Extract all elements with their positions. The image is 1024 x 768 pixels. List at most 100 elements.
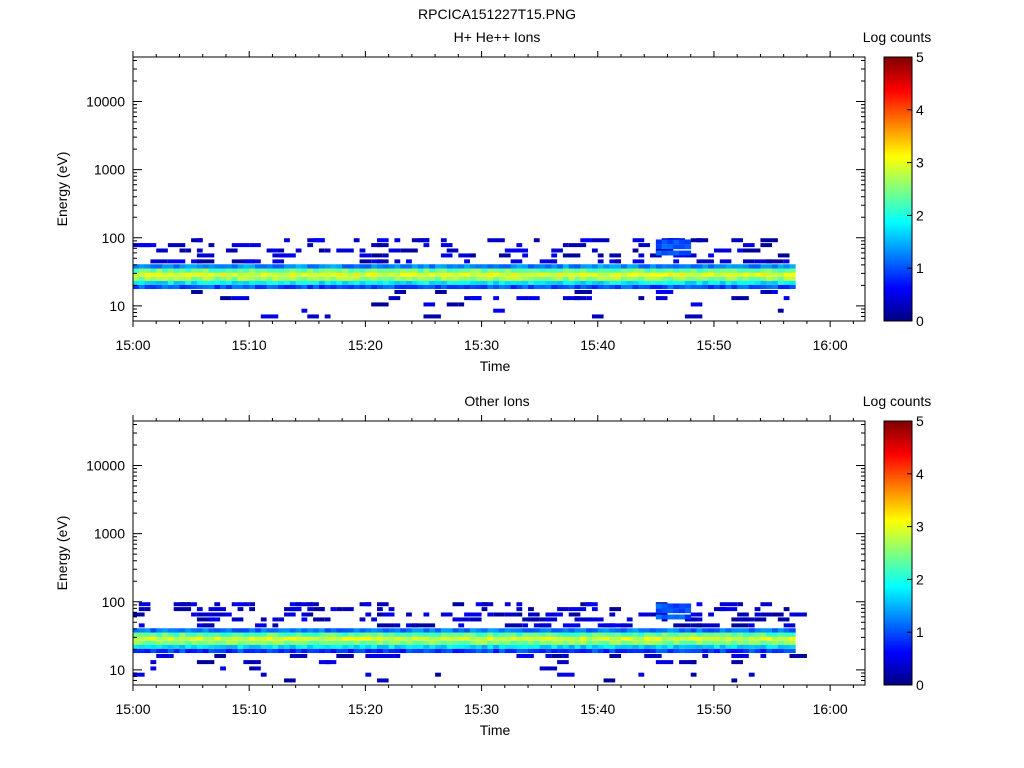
- heatmap-cell: [673, 264, 680, 269]
- colorbar-segment: [884, 129, 912, 133]
- heatmap-cell: [673, 259, 680, 264]
- heatmap-cell: [673, 648, 680, 654]
- heatmap-cell: [626, 632, 634, 637]
- colorbar-segment: [884, 153, 912, 157]
- heatmap-cell: [446, 268, 453, 273]
- heatmap-cell: [423, 264, 430, 269]
- heatmap-cell: [650, 280, 657, 285]
- heatmap-cell: [377, 238, 389, 243]
- heatmap-cell: [731, 636, 738, 641]
- heatmap-cell: [289, 632, 297, 637]
- heatmap-cell: [766, 640, 773, 645]
- colorbar-segment: [884, 586, 912, 589]
- heatmap-cell: [487, 284, 494, 290]
- heatmap-cell: [208, 272, 215, 277]
- heatmap-cell: [661, 608, 668, 614]
- heatmap-cell: [510, 248, 529, 253]
- heatmap-cell: [713, 628, 721, 633]
- heatmap-cell: [539, 259, 558, 264]
- heatmap-cell: [191, 276, 198, 281]
- colorbar-segment: [884, 195, 912, 199]
- heatmap-cell: [353, 648, 360, 654]
- heatmap-cell: [696, 284, 703, 290]
- heatmap-cell: [661, 268, 668, 273]
- heatmap-cell: [702, 636, 709, 641]
- colorbar-segment: [884, 619, 912, 622]
- heatmap-cell: [574, 644, 581, 649]
- heatmap-cell: [522, 264, 529, 269]
- heatmap-cell: [162, 628, 169, 633]
- heatmap-cell: [551, 632, 558, 637]
- heatmap-cell: [423, 243, 430, 248]
- colorbar-segment: [884, 226, 912, 230]
- heatmap-cell: [731, 628, 738, 633]
- heatmap-cell: [377, 644, 384, 649]
- heatmap-cell: [783, 280, 790, 285]
- heatmap-cell: [237, 268, 244, 273]
- heatmap-cell: [133, 628, 140, 633]
- heatmap-cell: [365, 268, 372, 273]
- heatmap-cell: [621, 628, 628, 633]
- x-axis-label: Time: [480, 358, 511, 374]
- heatmap-cell: [760, 280, 767, 285]
- heatmap-cell: [638, 280, 645, 285]
- heatmap-cell: [574, 284, 581, 290]
- heatmap-cell: [266, 284, 273, 290]
- heatmap-cell: [725, 284, 732, 290]
- heatmap-cell: [777, 284, 785, 290]
- plot-frame: [132, 420, 866, 686]
- heatmap-cell: [551, 248, 563, 253]
- heatmap-cell: [394, 289, 407, 294]
- heatmap-cell: [208, 640, 215, 645]
- heatmap-cell: [789, 280, 796, 285]
- heatmap-cell: [586, 280, 593, 285]
- heatmap-cell: [220, 276, 227, 281]
- colorbar-segment: [884, 599, 912, 602]
- colorbar-segment: [884, 57, 912, 60]
- heatmap-cell: [650, 264, 657, 269]
- heatmap-cell: [225, 612, 232, 617]
- heatmap-cell: [394, 623, 401, 628]
- heatmap-cell: [278, 272, 285, 277]
- heatmap-cell: [702, 268, 709, 273]
- heatmap-cell: [615, 640, 622, 645]
- x-tick-label: 15:50: [696, 701, 731, 717]
- heatmap-cell: [260, 284, 268, 290]
- colorbar-segment: [884, 173, 912, 177]
- colorbar-segment: [884, 303, 912, 307]
- colorbar-segment: [884, 451, 912, 455]
- heatmap-cell: [522, 253, 529, 258]
- heatmap-cell: [516, 284, 523, 290]
- heatmap-cell: [557, 644, 564, 649]
- colorbar-segment: [884, 274, 912, 278]
- heatmap-cell: [510, 628, 517, 633]
- heatmap-cell: [568, 272, 575, 277]
- heatmap-cell: [528, 607, 534, 612]
- heatmap-cell: [504, 648, 512, 654]
- heatmap-cell: [748, 284, 756, 290]
- colorbar-segment: [884, 90, 912, 93]
- heatmap-cell: [138, 280, 146, 285]
- heatmap-cell: [684, 276, 692, 281]
- heatmap-cell: [324, 248, 331, 253]
- heatmap-cell: [417, 284, 424, 290]
- colorbar-segment: [884, 202, 912, 205]
- heatmap-cell: [632, 268, 639, 273]
- heatmap-cell: [272, 632, 279, 637]
- heatmap-cell: [516, 628, 523, 633]
- heatmap-cell: [173, 284, 180, 290]
- heatmap-cell: [667, 239, 674, 245]
- heatmap-cell: [423, 623, 436, 628]
- heatmap-cell: [365, 628, 372, 633]
- heatmap-cell: [394, 276, 401, 281]
- heatmap-cell: [469, 272, 477, 277]
- heatmap-cell: [533, 628, 541, 633]
- heatmap-cell: [318, 648, 326, 654]
- heatmap-cell: [504, 264, 512, 269]
- colorbar-segment: [884, 292, 912, 296]
- heatmap-cell: [179, 280, 186, 285]
- heatmap-cell: [406, 280, 413, 285]
- heatmap-cell: [289, 280, 297, 285]
- heatmap-cell: [284, 268, 291, 273]
- heatmap-cell: [255, 640, 262, 645]
